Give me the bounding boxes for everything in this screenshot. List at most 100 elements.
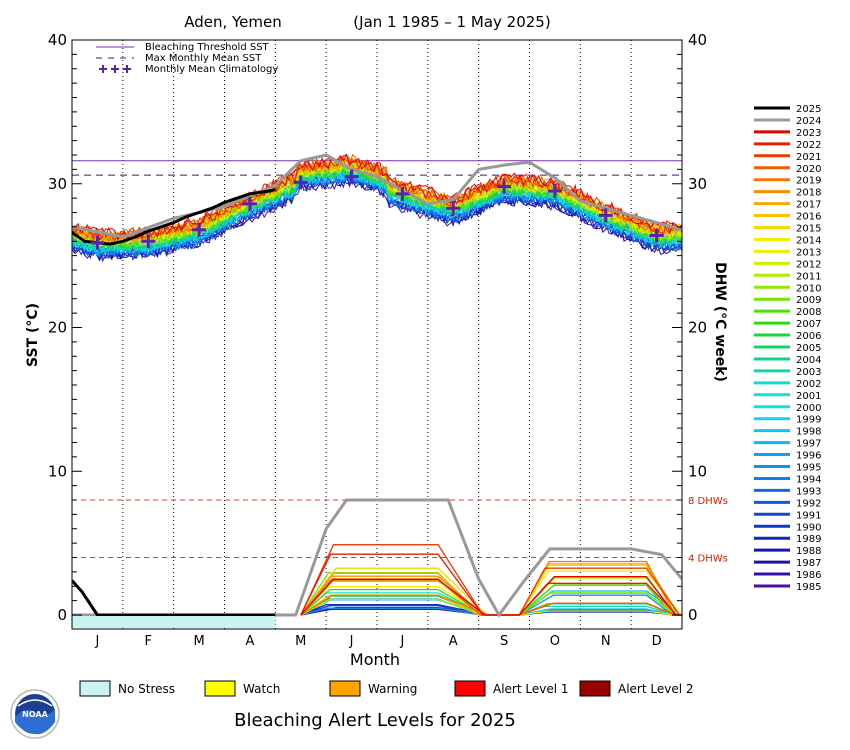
axis-ticks: 0 0 10 10 20 20 30 30 40 40 J F M A M J J A S O N D <box>48 31 707 649</box>
alert-legend-swatch <box>579 680 611 697</box>
x-axis-title: Month <box>350 650 400 669</box>
y-tick-label-right: 10 <box>688 462 707 480</box>
year-legend-label: 2006 <box>796 331 821 342</box>
climatology-marker <box>497 179 512 194</box>
year-legend-label: 2010 <box>796 283 821 294</box>
year-legend-label: 2016 <box>796 212 821 223</box>
climatology-marker <box>446 201 461 216</box>
year-legend-label: 2008 <box>796 307 821 318</box>
year-legend-label: 2024 <box>796 116 821 127</box>
climatology-marker <box>192 222 207 237</box>
year-legend-label: 2005 <box>796 343 821 354</box>
year-legend-label: 2020 <box>796 164 821 175</box>
climatology-marker <box>649 228 664 243</box>
year-legend-label: 1994 <box>796 474 821 485</box>
sst-series-2023 <box>72 153 682 242</box>
month-label: J <box>349 634 354 649</box>
year-legend-label: 1993 <box>796 486 821 497</box>
month-label: D <box>652 634 662 649</box>
dhw-series-2025 <box>72 579 276 617</box>
year-legend-label: 2013 <box>796 247 821 258</box>
year-legend: 2025202420232022202120202019201820172016… <box>754 104 821 593</box>
y-axis-title: SST (°C) <box>25 303 41 367</box>
year-legend-label: 2012 <box>796 259 821 270</box>
year-legend-label: 2011 <box>796 271 821 282</box>
dhw-series-2024 <box>72 498 682 618</box>
year-legend-label: 2021 <box>796 152 821 163</box>
y-tick-label-right: 0 <box>688 606 698 624</box>
chart-title: Aden, Yemen <box>184 13 282 31</box>
key-climatology-label: Monthly Mean Climatology <box>145 64 278 75</box>
plot-frame <box>71 39 683 630</box>
key-threshold-label: Bleaching Threshold SST <box>145 42 270 53</box>
y-tick-label: 40 <box>48 31 67 49</box>
y-tick-label: 30 <box>48 175 67 193</box>
month-label: A <box>449 634 458 649</box>
climatology-marker <box>90 235 105 250</box>
alert-level-bar <box>72 616 276 628</box>
year-legend-label: 2000 <box>796 403 821 414</box>
alert-legend-label: No Stress <box>118 682 175 696</box>
alert-legend-swatch <box>329 680 361 697</box>
year-legend-label: 2022 <box>796 140 821 151</box>
month-label: M <box>193 634 204 649</box>
climatology-marker <box>242 196 257 211</box>
year-legend-label: 1988 <box>796 546 821 557</box>
year-legend-label: 1997 <box>796 439 821 450</box>
noaa-logo: NOAA <box>10 689 60 739</box>
year-legend-label: 1998 <box>796 427 821 438</box>
alert-legend-label: Alert Level 1 <box>493 682 569 696</box>
alert-legend-label: Alert Level 2 <box>618 682 694 696</box>
year-legend-label: 1986 <box>796 570 821 581</box>
year-legend-label: 1989 <box>796 534 821 545</box>
month-label: F <box>145 634 152 649</box>
year-legend-label: 2018 <box>796 188 821 199</box>
climatology-marker <box>395 186 410 201</box>
dhw-reference-label: 4 DHWs <box>688 554 728 565</box>
y-tick-label-right: 30 <box>688 175 707 193</box>
year-legend-label: 1992 <box>796 498 821 509</box>
alert-legend-label: Warning <box>368 682 417 696</box>
year-legend-label: 1987 <box>796 558 821 569</box>
key-climatology-swatch <box>99 65 107 73</box>
year-legend-label: 2001 <box>796 391 821 402</box>
alert-level-legend: No Stress Watch Warning Alert Level 1 Alert … <box>79 680 694 697</box>
year-legend-label: 1991 <box>796 510 821 521</box>
month-label: O <box>550 634 560 649</box>
climatology-marker <box>141 234 156 249</box>
alert-legend-swatch <box>204 680 236 697</box>
year-legend-label: 2004 <box>796 355 821 366</box>
climatology-marker <box>547 183 562 198</box>
climatology-marker <box>293 175 308 190</box>
dhw-reference-label: 8 DHWs <box>688 496 728 507</box>
year-legend-label: 2015 <box>796 224 821 235</box>
month-label: S <box>500 634 508 649</box>
year-series <box>72 153 682 618</box>
climatology-markers <box>90 169 664 250</box>
year-legend-label: 2014 <box>796 235 821 246</box>
alert-legend-swatch <box>79 680 111 697</box>
year-legend-label: 1996 <box>796 451 821 462</box>
year-legend-label: 1985 <box>796 582 821 593</box>
alert-legend-label: Watch <box>243 682 280 696</box>
key-climatology-swatch <box>111 65 119 73</box>
month-label: N <box>601 634 611 649</box>
footer-title: Bleaching Alert Levels for 2025 <box>234 710 516 731</box>
alert-legend-swatch <box>454 680 486 697</box>
month-label: M <box>295 634 306 649</box>
year-legend-label: 2017 <box>796 200 821 211</box>
year-legend-label: 2025 <box>796 104 821 115</box>
key-climatology-swatch <box>123 65 131 73</box>
year-legend-label: 1999 <box>796 415 821 426</box>
month-label: A <box>245 634 254 649</box>
year-legend-label: 2019 <box>796 176 821 187</box>
month-label: J <box>94 634 99 649</box>
chart-subtitle: (Jan 1 1985 – 1 May 2025) <box>353 13 550 31</box>
dhw-series-2023 <box>300 576 682 616</box>
year-legend-label: 2023 <box>796 128 821 139</box>
month-gridlines <box>122 40 632 629</box>
reference-lines: 8 DHWs 4 DHWs <box>72 160 728 565</box>
y-axis-title-right: DHW (°C week) <box>712 262 728 382</box>
